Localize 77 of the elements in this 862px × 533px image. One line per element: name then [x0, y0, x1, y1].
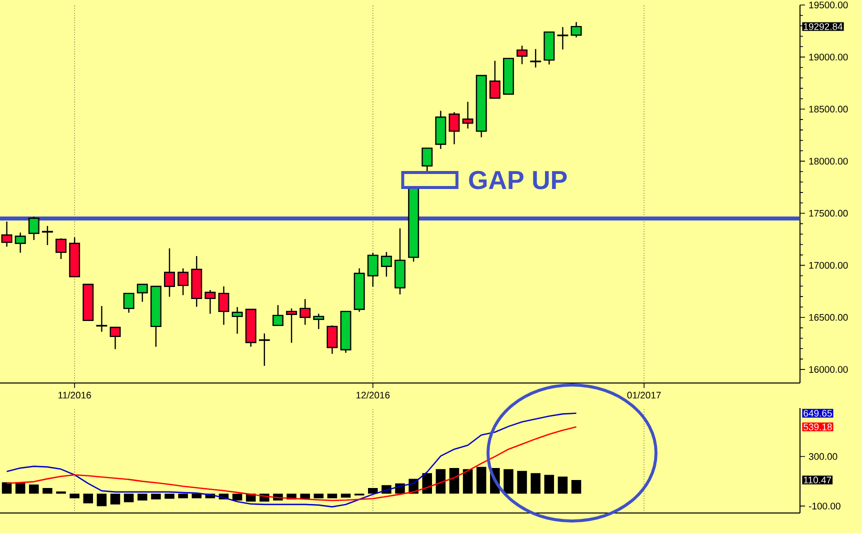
y-tick-label: -100.00	[808, 502, 840, 510]
y-tick-label: 16000.00	[809, 366, 848, 373]
text: 539.18	[804, 424, 832, 430]
bar	[340, 494, 351, 498]
candlestick	[136, 283, 148, 302]
candlestick	[367, 252, 378, 288]
text: 110.47	[804, 476, 832, 484]
bar	[56, 491, 66, 494]
bar	[462, 469, 473, 494]
candlestick	[516, 45, 528, 65]
candlestick	[557, 26, 568, 50]
candlestick	[123, 292, 134, 314]
bar	[137, 494, 148, 500]
bar	[232, 494, 242, 500]
bar	[110, 494, 120, 504]
candlestick	[570, 21, 582, 38]
candlestick	[1, 220, 12, 248]
candlestick	[232, 306, 243, 334]
candlestick	[218, 286, 230, 326]
candlestick	[272, 304, 284, 326]
bar	[70, 494, 80, 498]
candlestick	[96, 305, 108, 332]
candlestick	[258, 332, 270, 366]
candlestick	[489, 60, 500, 100]
text: 19292.84	[804, 23, 843, 30]
candlestick	[204, 289, 216, 314]
bar	[164, 494, 174, 499]
bar	[530, 473, 540, 494]
candlestick	[28, 216, 40, 241]
candlestick	[448, 112, 460, 145]
bar	[42, 488, 52, 494]
bar	[449, 468, 460, 494]
candlestick	[14, 232, 26, 254]
bar	[178, 494, 188, 498]
y-tick-label: 17000.00	[809, 262, 848, 269]
bar	[151, 494, 161, 500]
bar	[517, 470, 527, 494]
x-tick-label: 12/2016	[356, 392, 390, 399]
bar	[29, 484, 39, 494]
y-tick-label: 19500.00	[809, 2, 848, 8]
x-tick-label: 11/2016	[58, 392, 91, 399]
candlestick	[42, 225, 53, 246]
candlestick	[56, 238, 66, 260]
bar	[504, 469, 514, 494]
candlestick	[462, 101, 474, 130]
candlestick	[300, 298, 311, 326]
bar	[192, 494, 202, 498]
candlestick	[422, 147, 433, 174]
bar	[544, 474, 554, 494]
bar	[558, 476, 568, 494]
y-tick-label: 18000.00	[809, 158, 848, 165]
y-tick-label: 19000.00	[809, 54, 848, 60]
candlestick	[313, 313, 324, 330]
candlestick	[286, 308, 298, 344]
bar	[300, 494, 310, 499]
candlestick	[380, 251, 392, 278]
bar	[327, 494, 338, 498]
y-tick-label: 16500.00	[809, 314, 848, 321]
y-tick-label: 18500.00	[809, 106, 848, 112]
bar	[96, 494, 107, 506]
text: 649.65	[804, 410, 832, 417]
candlestick	[164, 248, 175, 298]
x-tick-label: 01/2017	[627, 392, 661, 399]
candlestick	[178, 268, 189, 296]
annotation: GAP UP	[469, 170, 567, 190]
bar	[571, 480, 582, 494]
bar	[476, 466, 486, 494]
y-tick-label: 300.00	[808, 453, 838, 460]
candlestick	[326, 324, 338, 354]
candlestick	[530, 48, 542, 68]
bar	[314, 494, 324, 498]
bar	[436, 469, 446, 494]
candlestick	[110, 326, 121, 350]
bar	[83, 494, 94, 504]
bar	[368, 488, 378, 494]
y-tick-label: 17500.00	[809, 210, 848, 217]
bar	[124, 494, 134, 502]
